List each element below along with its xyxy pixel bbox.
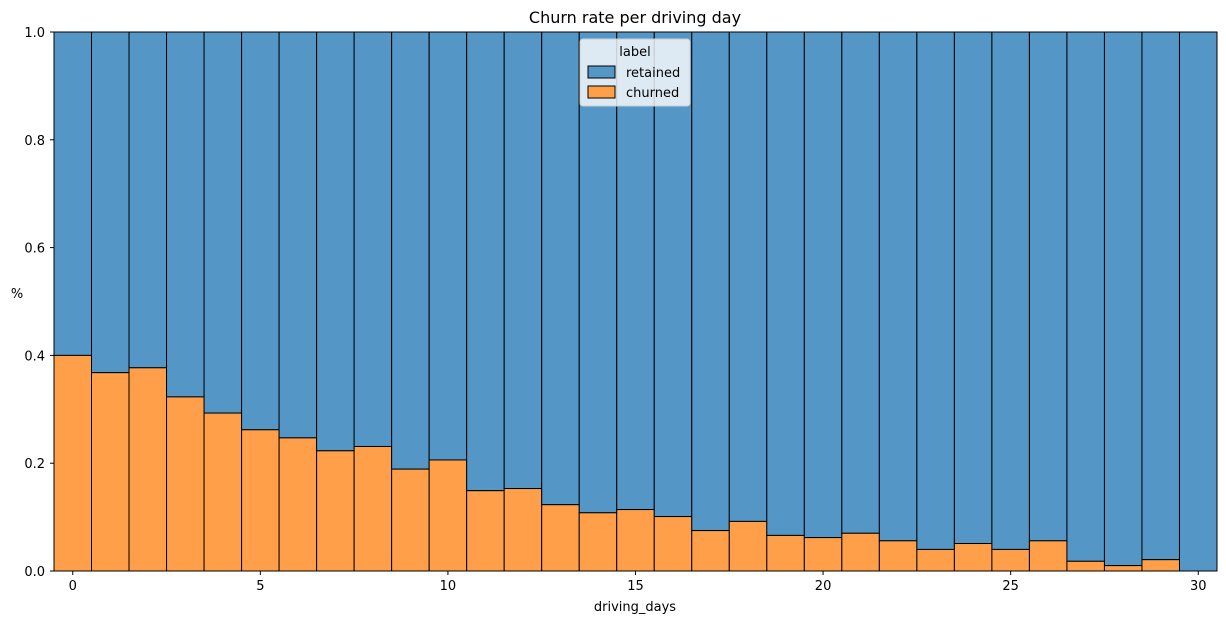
- bar-churned-day-16: [653, 516, 693, 572]
- bar-churned-day-28: [1103, 565, 1143, 572]
- bar-churned-day-14: [578, 512, 618, 572]
- bar-retained-day-23: [916, 31, 955, 550]
- x-tick-label: 5: [256, 579, 264, 594]
- bar-retained-day-10: [428, 31, 468, 461]
- bar-churned-day-11: [466, 490, 505, 572]
- bars-group: [53, 31, 1218, 572]
- bar-retained-day-21: [841, 31, 880, 534]
- bar-retained-day-7: [316, 31, 355, 452]
- bar-retained-day-3: [166, 31, 205, 398]
- bar-retained-day-30: [1178, 31, 1218, 572]
- x-tick-label: 30: [1190, 579, 1207, 594]
- y-tick-label: 1.0: [24, 26, 45, 41]
- y-tick-label: 0.6: [24, 242, 45, 257]
- bar-retained-day-9: [391, 31, 430, 470]
- bar-churned-day-3: [166, 396, 205, 572]
- x-tick-label: 10: [440, 579, 457, 594]
- x-axis-label: driving_days: [594, 600, 676, 615]
- bar-retained-day-26: [1028, 31, 1068, 542]
- y-tick-label: 0.8: [24, 134, 45, 149]
- legend-label-churned: churned: [626, 86, 679, 101]
- bar-retained-day-13: [541, 31, 580, 506]
- bar-retained-day-25: [991, 31, 1030, 550]
- bar-retained-day-11: [466, 31, 505, 492]
- bar-churned-day-10: [428, 459, 468, 572]
- bar-churned-day-5: [241, 429, 280, 572]
- bar-retained-day-28: [1103, 31, 1143, 567]
- bar-churned-day-15: [616, 509, 655, 572]
- bar-churned-day-27: [1066, 560, 1105, 572]
- bar-churned-day-22: [878, 540, 918, 572]
- bar-retained-day-8: [353, 31, 393, 447]
- legend-swatch-churned: [587, 85, 616, 99]
- bar-retained-day-2: [128, 31, 168, 369]
- bar-retained-day-27: [1066, 31, 1105, 562]
- y-tick-label: 0.4: [24, 349, 45, 364]
- y-axis-label: %: [11, 287, 23, 302]
- bar-churned-day-19: [766, 534, 805, 572]
- x-axis-ticks: 0 5 10 15 20 25 30: [69, 571, 1207, 594]
- bar-retained-day-14: [578, 31, 618, 514]
- bar-churned-day-13: [541, 504, 580, 572]
- bar-retained-day-20: [803, 31, 843, 539]
- legend-title: label: [619, 45, 650, 60]
- chart-title: Churn rate per driving day: [529, 8, 741, 27]
- bar-churned-day-26: [1028, 540, 1068, 572]
- bar-retained-day-15: [616, 31, 655, 511]
- bar-churned-day-24: [953, 543, 993, 572]
- bar-churned-day-7: [316, 450, 355, 572]
- bar-retained-day-17: [691, 31, 730, 532]
- bar-retained-day-0: [53, 31, 93, 356]
- bar-churned-day-17: [691, 530, 730, 572]
- bar-churned-day-8: [353, 445, 393, 572]
- y-tick-label: 0.2: [24, 457, 45, 472]
- bar-churned-day-6: [278, 437, 318, 572]
- bar-retained-day-1: [91, 31, 130, 374]
- bar-churned-day-18: [728, 520, 768, 572]
- bar-retained-day-5: [241, 31, 280, 431]
- legend: label retained churned: [579, 38, 691, 107]
- bar-retained-day-12: [503, 31, 543, 490]
- bar-retained-day-24: [953, 31, 993, 545]
- x-tick-label: 15: [627, 579, 644, 594]
- bar-churned-day-21: [841, 532, 880, 572]
- bar-churned-day-25: [991, 548, 1030, 572]
- bar-retained-day-19: [766, 31, 805, 536]
- x-tick-label: 0: [69, 579, 77, 594]
- legend-label-retained: retained: [626, 66, 680, 81]
- x-tick-label: 20: [815, 579, 832, 594]
- bar-retained-day-4: [203, 31, 243, 414]
- bar-churned-day-4: [203, 412, 243, 572]
- y-tick-label: 0.0: [24, 565, 45, 580]
- bar-retained-day-22: [878, 31, 918, 542]
- bar-churned-day-2: [128, 367, 168, 572]
- bar-retained-day-6: [278, 31, 318, 439]
- legend-swatch-retained: [587, 65, 616, 79]
- bar-churned-day-9: [391, 468, 430, 572]
- y-axis-ticks: 0.0 0.2 0.4 0.6 0.8 1.0: [24, 26, 54, 580]
- bar-retained-day-29: [1141, 31, 1180, 561]
- bar-churned-day-29: [1141, 559, 1180, 572]
- bar-churned-day-12: [503, 488, 543, 572]
- bar-churned-day-20: [803, 537, 843, 572]
- bar-churned-day-0: [53, 354, 93, 572]
- bar-churned-day-1: [91, 372, 130, 572]
- x-tick-label: 25: [1002, 579, 1019, 594]
- bar-retained-day-18: [728, 31, 768, 522]
- bar-churned-day-23: [916, 548, 955, 572]
